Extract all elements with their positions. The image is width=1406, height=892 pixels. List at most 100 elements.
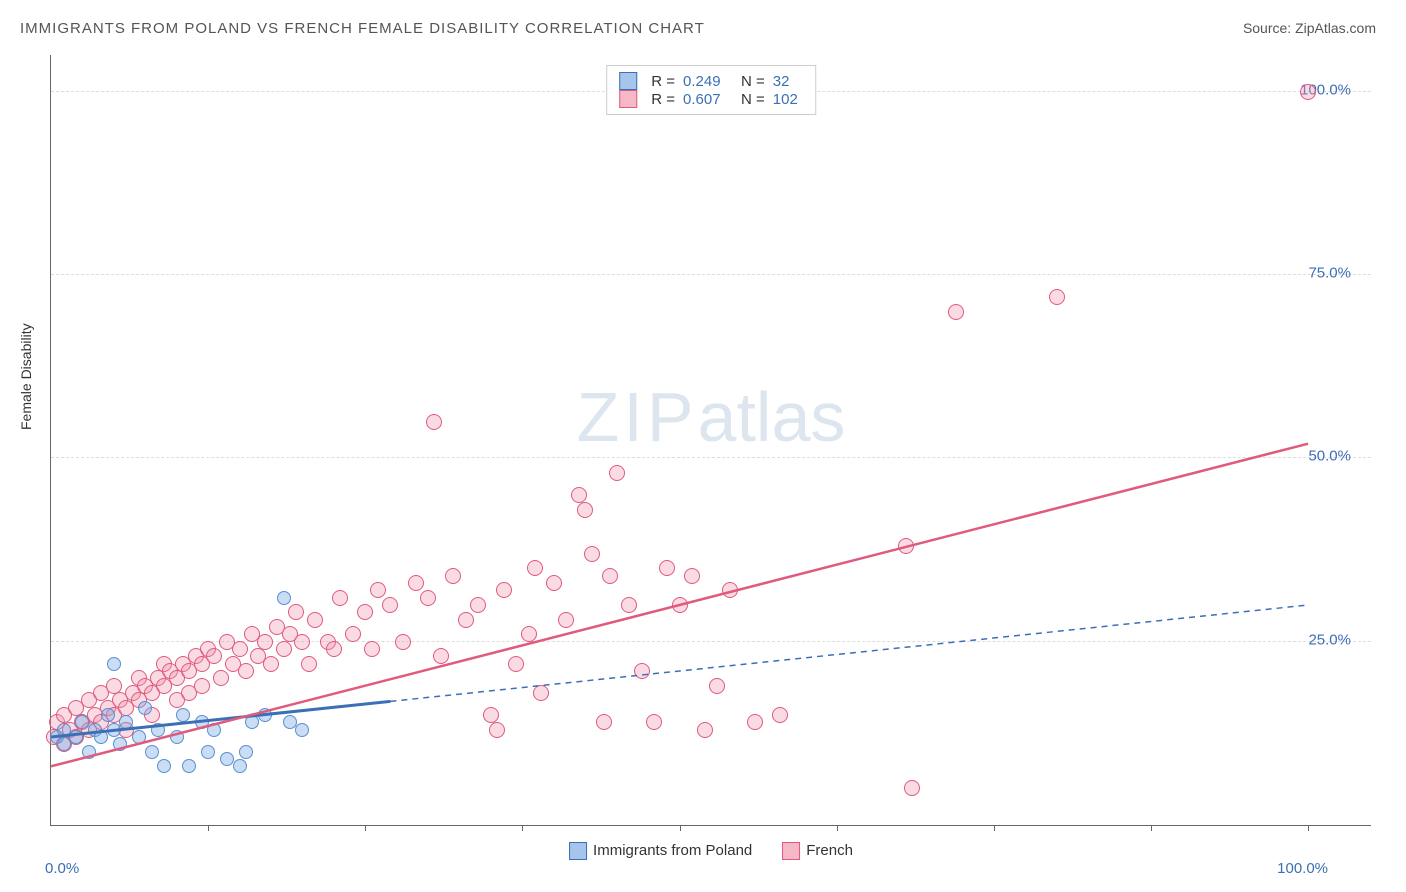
scatter-point-french	[527, 560, 543, 576]
scatter-point-french	[276, 641, 292, 657]
scatter-point-french	[426, 414, 442, 430]
legend-label: French	[806, 842, 853, 859]
scatter-point-french	[232, 641, 248, 657]
trend-line-poland-dashed	[390, 605, 1308, 701]
legend-swatch	[619, 90, 637, 108]
legend-swatch	[619, 72, 637, 90]
scatter-point-french	[722, 582, 738, 598]
scatter-point-french	[213, 670, 229, 686]
scatter-point-french	[395, 634, 411, 650]
scatter-point-french	[420, 590, 436, 606]
scatter-point-french	[332, 590, 348, 606]
x-axis-max-label: 100.0%	[1277, 860, 1328, 877]
scatter-point-french	[659, 560, 675, 576]
scatter-point-french	[357, 604, 373, 620]
r-value: 0.249	[683, 73, 733, 90]
gridline-horizontal	[51, 274, 1371, 275]
n-value: 32	[773, 73, 803, 90]
scatter-point-french	[288, 604, 304, 620]
scatter-point-poland	[201, 745, 215, 759]
scatter-point-poland	[245, 715, 259, 729]
scatter-point-french	[326, 641, 342, 657]
scatter-point-french	[948, 304, 964, 320]
scatter-point-poland	[182, 759, 196, 773]
x-tick-mark	[1151, 825, 1152, 831]
scatter-point-poland	[239, 745, 253, 759]
scatter-point-french	[364, 641, 380, 657]
scatter-point-french	[206, 648, 222, 664]
scatter-plot-area: ZIPatlas R =0.249N =32R =0.607N =102 Imm…	[50, 55, 1371, 826]
x-tick-mark	[365, 825, 366, 831]
r-value: 0.607	[683, 91, 733, 108]
scatter-point-french	[602, 568, 618, 584]
scatter-point-poland	[101, 708, 115, 722]
scatter-point-french	[307, 612, 323, 628]
scatter-point-poland	[57, 737, 71, 751]
source-attribution: Source: ZipAtlas.com	[1243, 20, 1376, 36]
trend-lines-layer	[51, 55, 1371, 825]
watermark-atlas: atlas	[698, 378, 846, 456]
scatter-point-french	[646, 714, 662, 730]
legend-swatch	[782, 842, 800, 860]
scatter-point-french	[445, 568, 461, 584]
scatter-point-poland	[132, 730, 146, 744]
scatter-point-poland	[170, 730, 184, 744]
x-axis-min-label: 0.0%	[45, 860, 79, 877]
scatter-point-french	[470, 597, 486, 613]
scatter-point-french	[1300, 84, 1316, 100]
scatter-point-french	[697, 722, 713, 738]
scatter-point-french	[772, 707, 788, 723]
scatter-point-french	[238, 663, 254, 679]
scatter-point-french	[1049, 289, 1065, 305]
scatter-point-french	[621, 597, 637, 613]
legend-swatch	[569, 842, 587, 860]
n-label: N =	[741, 91, 765, 108]
scatter-point-french	[672, 597, 688, 613]
scatter-point-poland	[107, 723, 121, 737]
scatter-point-french	[571, 487, 587, 503]
x-axis-series-legend: Immigrants from Poland French	[569, 842, 853, 860]
scatter-point-french	[546, 575, 562, 591]
scatter-point-french	[508, 656, 524, 672]
correlation-legend-row: R =0.607N =102	[619, 90, 803, 108]
legend-label: Immigrants from Poland	[593, 842, 752, 859]
x-tick-mark	[837, 825, 838, 831]
x-legend-item: French	[782, 842, 853, 860]
correlation-legend-box: R =0.249N =32R =0.607N =102	[606, 65, 816, 115]
scatter-point-french	[684, 568, 700, 584]
scatter-point-poland	[138, 701, 152, 715]
scatter-point-french	[904, 780, 920, 796]
scatter-point-poland	[69, 730, 83, 744]
y-tick-label: 50.0%	[1308, 448, 1351, 465]
scatter-point-french	[263, 656, 279, 672]
scatter-point-poland	[113, 737, 127, 751]
scatter-point-french	[898, 538, 914, 554]
scatter-point-french	[257, 634, 273, 650]
scatter-point-poland	[94, 730, 108, 744]
scatter-point-poland	[119, 715, 133, 729]
scatter-point-poland	[277, 591, 291, 605]
x-legend-item: Immigrants from Poland	[569, 842, 752, 860]
scatter-point-french	[483, 707, 499, 723]
scatter-point-french	[382, 597, 398, 613]
scatter-point-poland	[233, 759, 247, 773]
gridline-horizontal	[51, 457, 1371, 458]
scatter-point-french	[370, 582, 386, 598]
scatter-point-french	[634, 663, 650, 679]
scatter-point-french	[408, 575, 424, 591]
scatter-point-poland	[176, 708, 190, 722]
x-tick-mark	[994, 825, 995, 831]
scatter-point-poland	[145, 745, 159, 759]
watermark-zip: ZIP	[577, 378, 698, 456]
scatter-point-french	[609, 465, 625, 481]
x-tick-mark	[208, 825, 209, 831]
scatter-point-french	[301, 656, 317, 672]
scatter-point-french	[521, 626, 537, 642]
scatter-point-french	[533, 685, 549, 701]
scatter-point-poland	[82, 745, 96, 759]
scatter-point-french	[194, 678, 210, 694]
y-tick-label: 25.0%	[1308, 631, 1351, 648]
scatter-point-french	[458, 612, 474, 628]
scatter-point-french	[558, 612, 574, 628]
scatter-point-french	[596, 714, 612, 730]
